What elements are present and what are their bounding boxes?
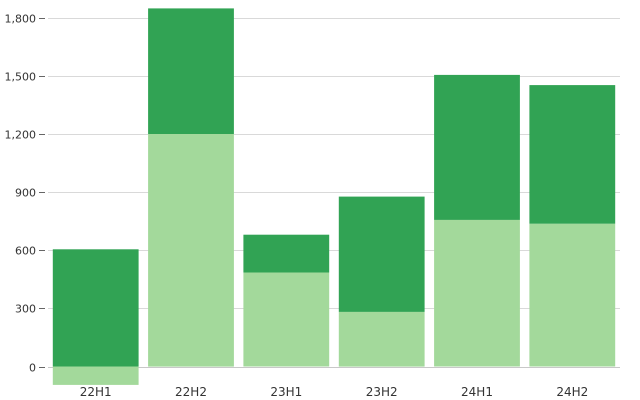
bars xyxy=(52,8,616,385)
gridlines xyxy=(48,18,620,368)
y-tick-label: 1,800 xyxy=(5,13,37,26)
bar-segment-23h1-s2 xyxy=(243,234,330,273)
bar-segment-23h1-s1 xyxy=(243,272,330,367)
y-tick-label: 1,500 xyxy=(5,71,37,84)
y-tick-label: 900 xyxy=(15,187,36,200)
y-tick-label: 1,200 xyxy=(5,129,37,142)
bar-segment-23h2-s2 xyxy=(338,196,425,312)
y-tick-label: 300 xyxy=(15,303,36,316)
bar-segment-23h2-s1 xyxy=(338,311,425,367)
bar-segment-24h1-s1 xyxy=(434,219,520,367)
x-tick-label: 22H1 xyxy=(80,385,112,399)
y-tick-label: 0 xyxy=(29,362,36,375)
x-axis: 22H1 22H2 23H1 23H2 24H1 24H2 xyxy=(80,385,589,399)
bar-segment-24h1-s2 xyxy=(434,74,520,220)
bar-segment-22h1-s2 xyxy=(52,249,139,367)
bar-segment-22h1-s1 xyxy=(52,366,139,385)
bar-segment-24h2-s1 xyxy=(529,223,616,367)
x-tick-label: 24H1 xyxy=(461,385,493,399)
bar-segment-24h2-s2 xyxy=(529,85,616,224)
y-tick-label: 600 xyxy=(15,245,36,258)
x-tick-label: 22H2 xyxy=(175,385,207,399)
x-tick-label: 24H2 xyxy=(556,385,588,399)
bar-segment-22h2-s1 xyxy=(148,134,234,367)
x-tick-label: 23H2 xyxy=(366,385,398,399)
bar-segment-22h2-s2 xyxy=(148,8,234,134)
y-axis: 0 300 600 900 1,200 1,500 1,800 xyxy=(5,13,45,375)
x-tick-label: 23H1 xyxy=(270,385,302,399)
